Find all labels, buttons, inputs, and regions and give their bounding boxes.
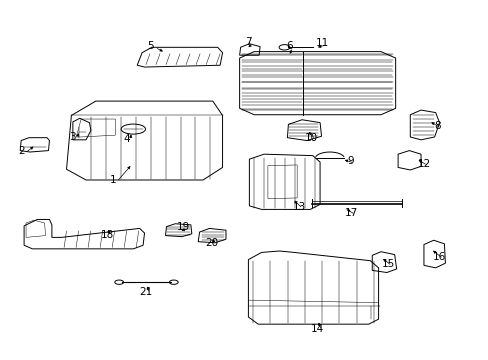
- Text: 5: 5: [147, 41, 154, 50]
- Text: 14: 14: [310, 324, 324, 334]
- Text: 19: 19: [177, 222, 190, 232]
- Text: 20: 20: [204, 238, 218, 248]
- Text: 18: 18: [100, 230, 113, 239]
- Text: 13: 13: [292, 202, 305, 212]
- Text: 10: 10: [305, 133, 318, 143]
- Text: 6: 6: [285, 41, 292, 50]
- Text: 11: 11: [315, 38, 328, 48]
- Text: 15: 15: [381, 259, 394, 269]
- Text: 21: 21: [139, 287, 152, 297]
- Text: 4: 4: [123, 134, 129, 144]
- Text: 1: 1: [109, 175, 116, 185]
- Text: 12: 12: [416, 159, 430, 169]
- Text: 9: 9: [347, 156, 353, 166]
- Text: 2: 2: [18, 146, 24, 156]
- Text: 3: 3: [69, 132, 76, 142]
- Text: 8: 8: [433, 121, 440, 131]
- Text: 7: 7: [244, 37, 251, 47]
- Text: 17: 17: [345, 208, 358, 218]
- Text: 16: 16: [432, 252, 445, 262]
